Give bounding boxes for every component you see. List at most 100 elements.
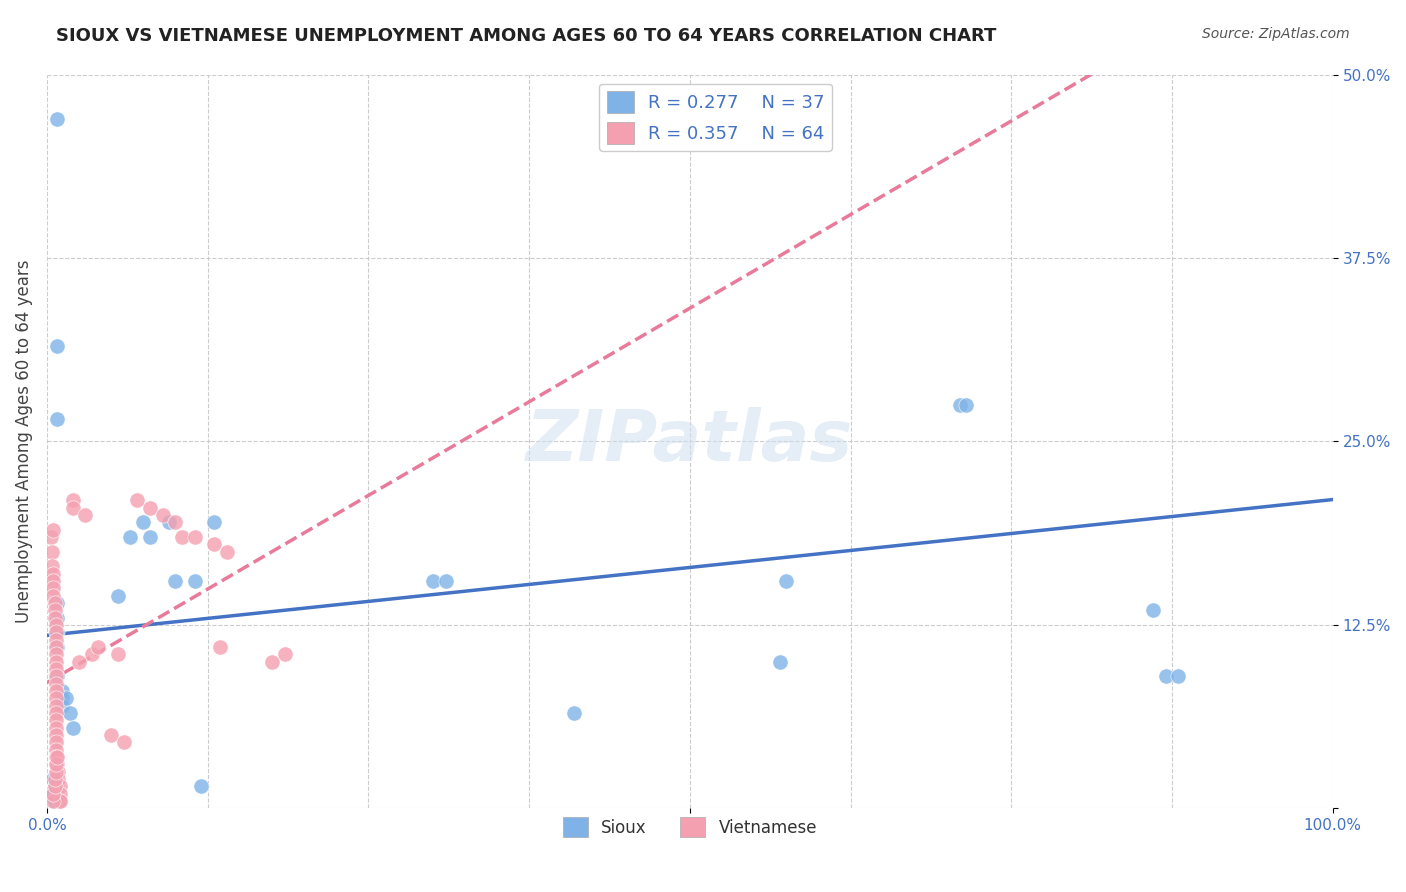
Point xyxy=(48,764,70,779)
Point xyxy=(170,530,193,544)
Point xyxy=(165,515,187,529)
Point xyxy=(39,530,62,544)
Point xyxy=(44,794,66,808)
Point xyxy=(42,787,65,801)
Point xyxy=(42,523,65,537)
Legend: Sioux, Vietnamese: Sioux, Vietnamese xyxy=(557,811,824,844)
Point xyxy=(46,757,69,772)
Point xyxy=(48,780,70,794)
Point xyxy=(775,574,797,588)
Y-axis label: Unemployment Among Ages 60 to 64 years: Unemployment Among Ages 60 to 64 years xyxy=(15,260,32,624)
Point xyxy=(955,398,977,412)
Point xyxy=(42,566,65,581)
Point xyxy=(46,750,69,764)
Point xyxy=(44,772,66,786)
Point xyxy=(41,559,63,574)
Point xyxy=(45,714,67,728)
Point xyxy=(51,698,73,713)
Point xyxy=(152,508,174,522)
Point xyxy=(45,632,67,647)
Point xyxy=(51,684,73,698)
Point xyxy=(46,339,69,353)
Point xyxy=(51,691,73,706)
Point xyxy=(45,669,67,683)
Point xyxy=(46,596,69,610)
Point xyxy=(184,530,207,544)
Point xyxy=(260,655,283,669)
Point xyxy=(45,625,67,640)
Point xyxy=(45,721,67,735)
Point xyxy=(55,691,77,706)
Point xyxy=(46,669,69,683)
Point xyxy=(215,544,238,558)
Point xyxy=(184,574,207,588)
Point xyxy=(209,640,232,654)
Point xyxy=(190,780,212,794)
Text: ZIPatlas: ZIPatlas xyxy=(526,407,853,476)
Text: SIOUX VS VIETNAMESE UNEMPLOYMENT AMONG AGES 60 TO 64 YEARS CORRELATION CHART: SIOUX VS VIETNAMESE UNEMPLOYMENT AMONG A… xyxy=(56,27,997,45)
Point xyxy=(45,655,67,669)
Point xyxy=(202,537,225,551)
Point xyxy=(67,655,90,669)
Point xyxy=(45,691,67,706)
Point xyxy=(45,618,67,632)
Point xyxy=(80,648,103,662)
Point xyxy=(107,648,129,662)
Point xyxy=(45,764,67,779)
Point xyxy=(45,640,67,654)
Point xyxy=(45,648,67,662)
Point xyxy=(62,500,84,515)
Point xyxy=(62,721,84,735)
Point xyxy=(1142,603,1164,617)
Point xyxy=(45,757,67,772)
Point xyxy=(44,780,66,794)
Point xyxy=(1154,669,1177,683)
Point xyxy=(42,574,65,588)
Point xyxy=(75,508,97,522)
Point xyxy=(45,743,67,757)
Point xyxy=(41,544,63,558)
Point xyxy=(44,596,66,610)
Point xyxy=(45,698,67,713)
Point xyxy=(45,735,67,749)
Point xyxy=(44,603,66,617)
Point xyxy=(125,493,148,508)
Point xyxy=(120,530,142,544)
Point xyxy=(434,574,457,588)
Point xyxy=(46,610,69,624)
Point xyxy=(48,772,70,786)
Point xyxy=(42,772,65,786)
Point xyxy=(44,610,66,624)
Point xyxy=(42,589,65,603)
Point xyxy=(132,515,155,529)
Point xyxy=(42,794,65,808)
Point xyxy=(139,500,162,515)
Point xyxy=(46,640,69,654)
Point xyxy=(48,794,70,808)
Point xyxy=(45,750,67,764)
Point xyxy=(949,398,972,412)
Point xyxy=(274,648,297,662)
Point xyxy=(112,735,135,749)
Text: Source: ZipAtlas.com: Source: ZipAtlas.com xyxy=(1202,27,1350,41)
Point xyxy=(46,412,69,426)
Point xyxy=(422,574,444,588)
Point xyxy=(59,706,82,720)
Point xyxy=(1167,669,1189,683)
Point xyxy=(165,574,187,588)
Point xyxy=(45,706,67,720)
Point xyxy=(42,581,65,595)
Point xyxy=(44,780,66,794)
Point xyxy=(46,112,69,126)
Point xyxy=(157,515,180,529)
Point xyxy=(45,684,67,698)
Point xyxy=(46,625,69,640)
Point xyxy=(48,794,70,808)
Point xyxy=(139,530,162,544)
Point xyxy=(45,662,67,676)
Point xyxy=(107,589,129,603)
Point xyxy=(42,787,65,801)
Point xyxy=(769,655,792,669)
Point xyxy=(562,706,585,720)
Point xyxy=(87,640,110,654)
